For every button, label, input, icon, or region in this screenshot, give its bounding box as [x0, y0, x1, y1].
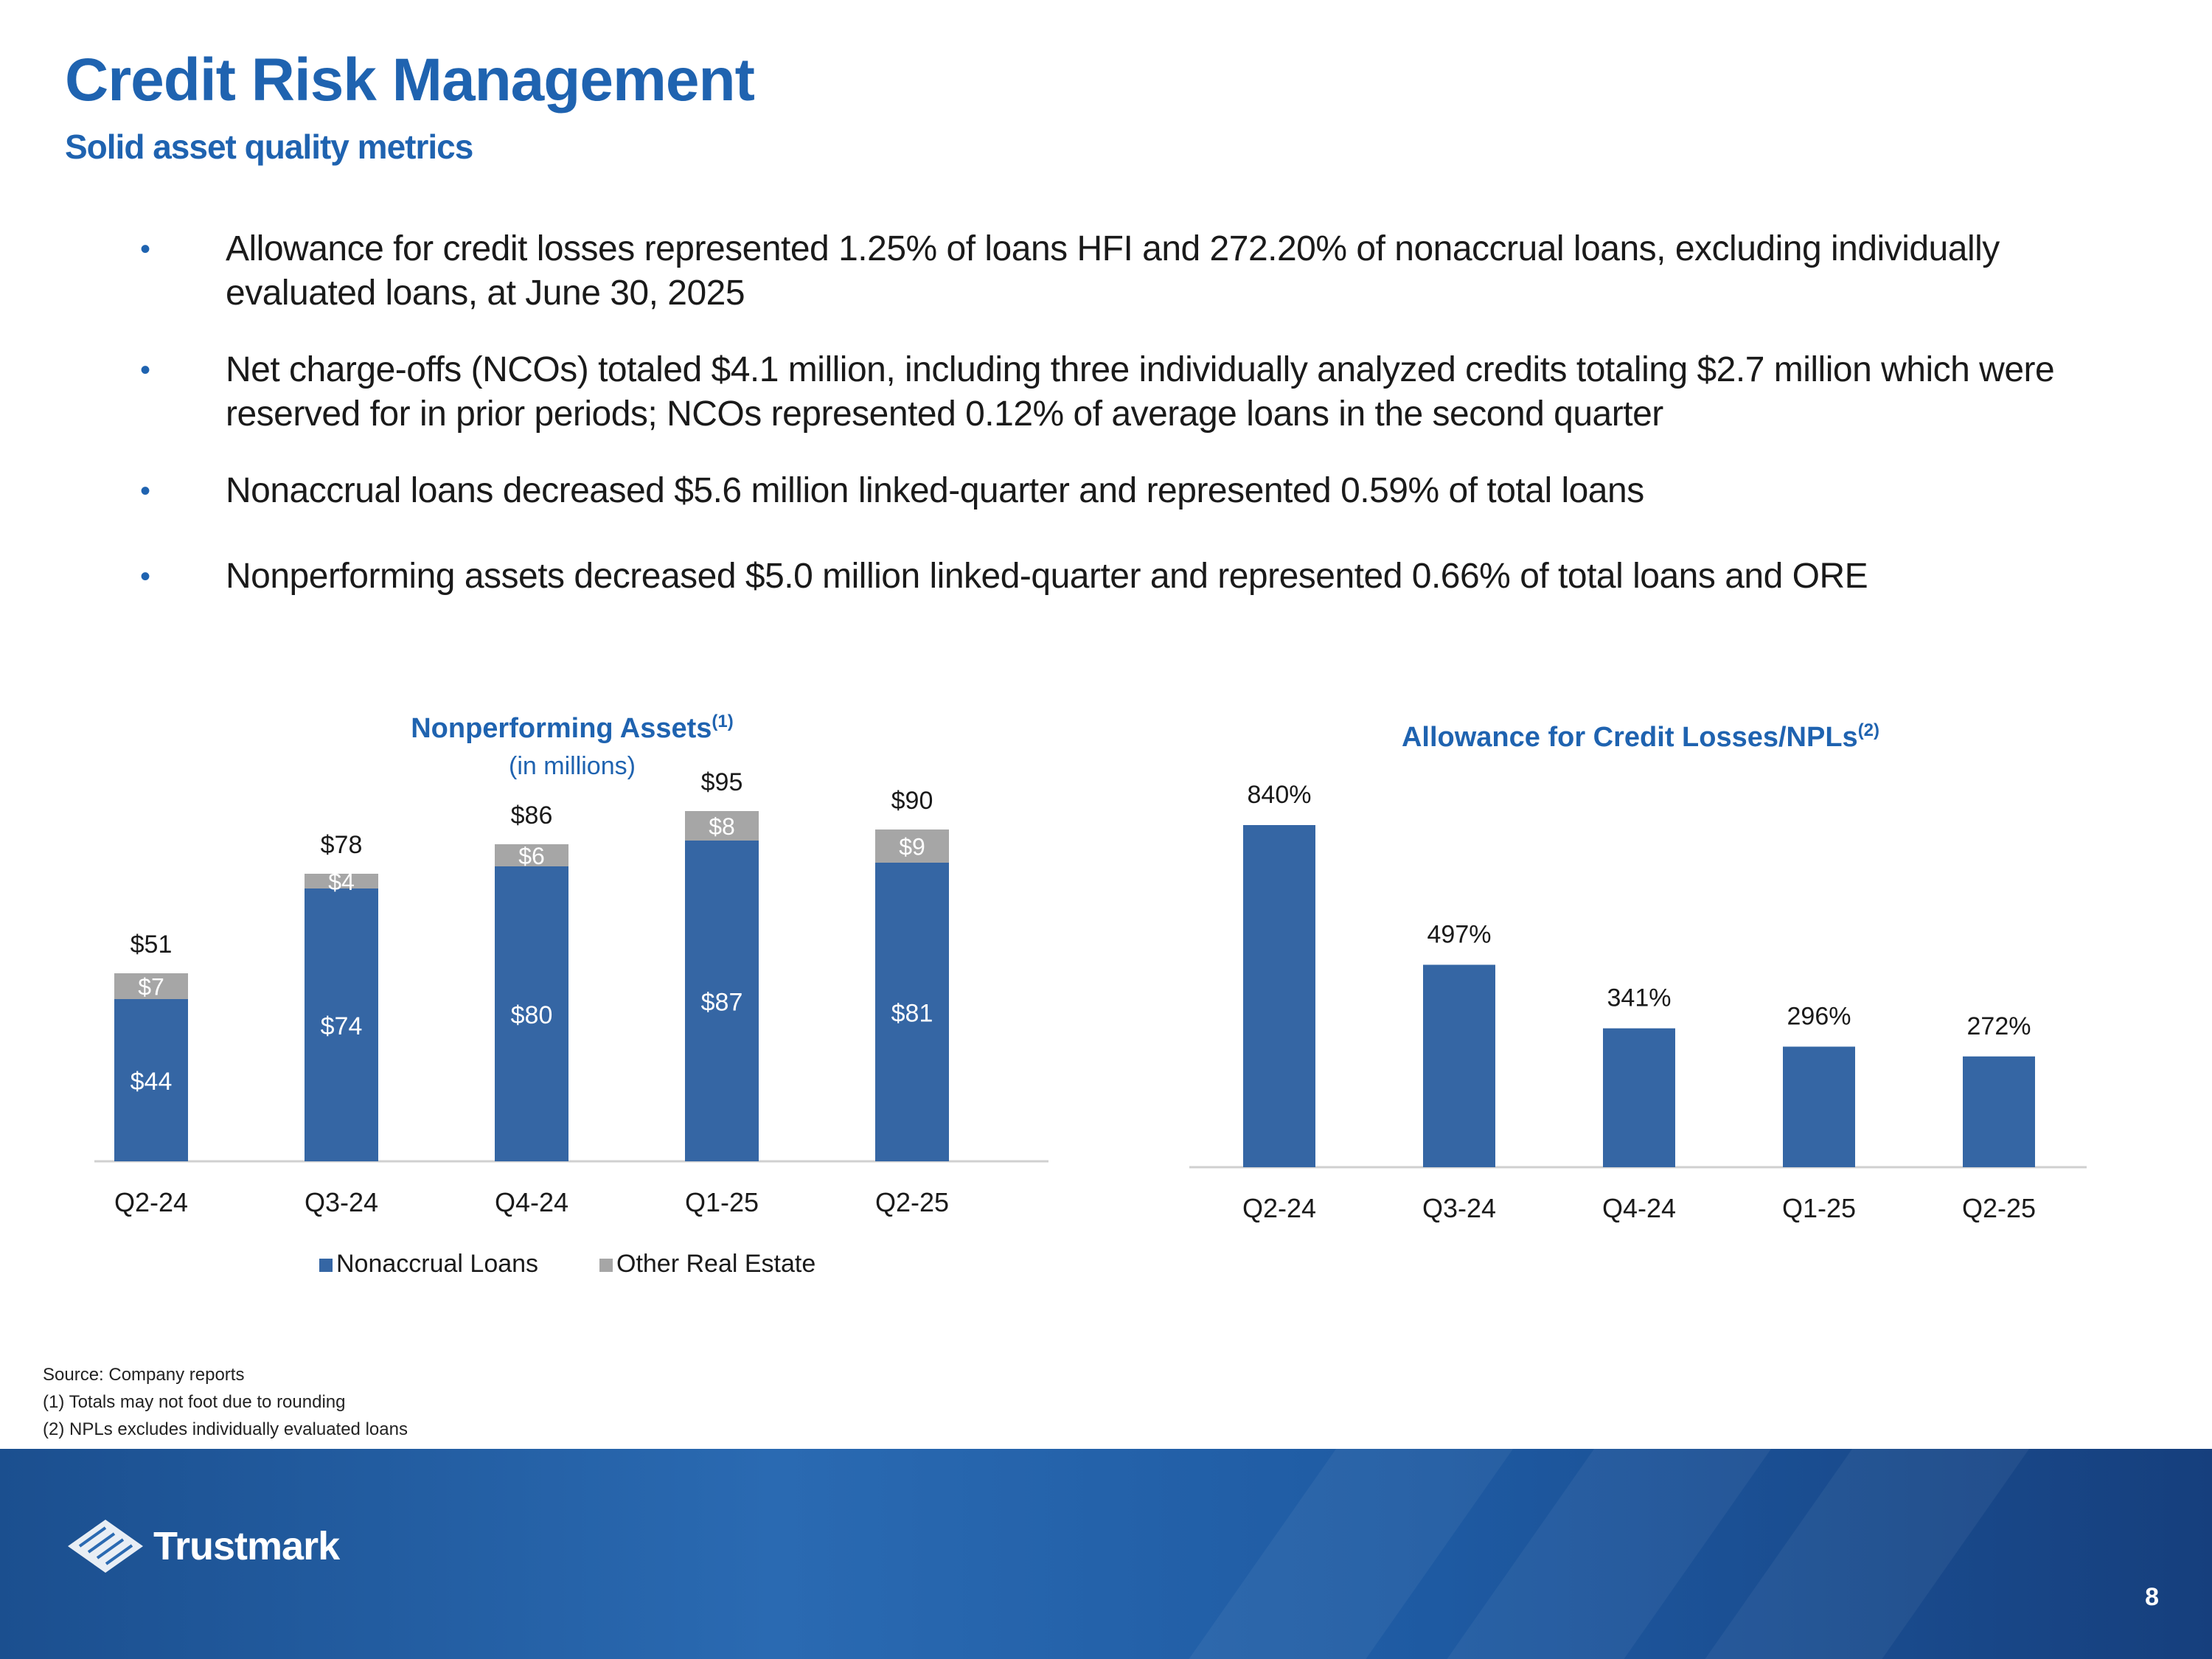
bars-group: $44 $7 $51 Q2-24 $74 $4 $78 Q3-24 $80 $6 $86 Q4-24 $… [114, 768, 949, 1217]
bullet-item: • Allowance for credit losses represented… [140, 227, 2131, 316]
x-tick-label: Q2-25 [1962, 1193, 2036, 1223]
data-label: $80 [511, 1001, 553, 1029]
footer-banner: Trustmark 8 [0, 1449, 2212, 1659]
bullet-text: Allowance for credit losses represented … [226, 229, 2000, 313]
data-label: $9 [899, 834, 925, 860]
chart-legend: Nonaccrual Loans Other Real Estate [319, 1250, 815, 1278]
total-label: $78 [321, 831, 363, 859]
bar-nonaccrual-loans [305, 888, 378, 1161]
footnote-1: (1) Totals may not foot due to rounding [43, 1392, 346, 1412]
bar-allowance [1963, 1056, 2035, 1167]
footnote-source: Source: Company reports [43, 1365, 245, 1385]
bullet-item: • Net charge-offs (NCOs) totaled $4.1 mil… [140, 348, 2131, 437]
page-subtitle: Solid asset quality metrics [65, 128, 473, 166]
bullet-dot-icon: • [140, 475, 150, 507]
x-tick-label: Q4-24 [495, 1187, 568, 1217]
bar-allowance [1783, 1046, 1855, 1167]
bar-other-real-estate [875, 830, 949, 863]
total-label: $95 [701, 768, 743, 796]
x-tick-label: Q1-25 [1782, 1193, 1856, 1223]
data-label: 296% [1787, 1002, 1851, 1030]
x-tick-label: Q2-25 [875, 1187, 949, 1217]
bars-group: 840% Q2-24 497% Q3-24 341% Q4-24 296% Q1-25 272%… [1242, 781, 2036, 1223]
total-label: $51 [131, 931, 173, 959]
page-number: 8 [2145, 1583, 2159, 1611]
chart-title-text: Allowance for Credit Losses/NPLs [1402, 722, 1858, 753]
data-label: $44 [131, 1068, 173, 1096]
page-title: Credit Risk Management [65, 46, 755, 114]
bullet-text: Nonaccrual loans decreased $5.6 million … [226, 471, 1644, 510]
bar-other-real-estate [114, 973, 188, 999]
bullet-text: Net charge-offs (NCOs) totaled $4.1 mill… [226, 350, 2055, 434]
x-tick-label: Q2-24 [114, 1187, 188, 1217]
data-label: $74 [321, 1012, 363, 1040]
bullet-dot-icon: • [140, 354, 150, 386]
data-label: $7 [138, 974, 164, 1001]
data-label: $8 [709, 813, 735, 840]
bar-nonaccrual-loans [495, 866, 568, 1161]
chart-subtitle: (in millions) [509, 752, 636, 780]
allowance-chart: Allowance for Credit Losses/NPLs(2) 840%… [1165, 700, 2146, 1231]
total-label: $86 [511, 801, 553, 830]
bar-other-real-estate [685, 811, 759, 841]
chart-title: Allowance for Credit Losses/NPLs(2) [1402, 720, 1879, 753]
allowance-svg: Allowance for Credit Losses/NPLs(2) 840%… [1189, 720, 2087, 1223]
footnote-2: (2) NPLs excludes individually evaluated… [43, 1419, 408, 1439]
x-tick-label: Q3-24 [305, 1187, 378, 1217]
x-tick-label: Q1-25 [685, 1187, 759, 1217]
bar-nonaccrual-loans [685, 841, 759, 1161]
trustmark-logo: Trustmark [65, 1517, 340, 1576]
legend-label: Nonaccrual Loans [336, 1250, 538, 1278]
chart-title-superscript: (1) [712, 712, 733, 731]
total-label: $90 [891, 787, 933, 815]
nonperforming-assets-chart: Nonperforming Assets(1) (in millions) $4… [74, 700, 1091, 1290]
data-label: $87 [701, 989, 743, 1017]
bullet-list: • Allowance for credit losses represented… [140, 227, 2131, 631]
legend-swatch [599, 1259, 613, 1272]
data-label: $4 [328, 869, 355, 895]
data-label: $6 [518, 843, 545, 869]
data-label: 840% [1248, 781, 1312, 809]
bullet-dot-icon: • [140, 233, 150, 265]
bar-nonaccrual-loans [875, 863, 949, 1161]
nonperforming-assets-svg: Nonperforming Assets(1) (in millions) $4… [94, 712, 1048, 1278]
bar-allowance [1423, 964, 1495, 1167]
chart-title-superscript: (2) [1858, 720, 1879, 740]
x-tick-label: Q3-24 [1422, 1193, 1496, 1223]
bullet-text: Nonperforming assets decreased $5.0 mill… [226, 557, 1868, 596]
bar-other-real-estate [495, 844, 568, 866]
data-label: 272% [1967, 1012, 2031, 1040]
x-tick-label: Q4-24 [1602, 1193, 1676, 1223]
trustmark-mark-icon [68, 1520, 143, 1573]
bullet-dot-icon: • [140, 560, 150, 593]
bar-other-real-estate [305, 874, 378, 888]
legend-label: Other Real Estate [616, 1250, 815, 1278]
footnotes: Source: Company reports (1) Totals may n… [43, 1361, 408, 1443]
data-label: $81 [891, 1000, 933, 1028]
logo-text: Trustmark [153, 1524, 340, 1568]
data-label: 497% [1427, 920, 1492, 948]
chart-title: Nonperforming Assets(1) [411, 712, 734, 744]
bar-allowance [1603, 1028, 1675, 1167]
data-label: 341% [1607, 984, 1672, 1012]
bar-allowance [1243, 825, 1315, 1167]
legend-swatch [319, 1259, 333, 1272]
bar-nonaccrual-loans [114, 999, 188, 1161]
chart-title-text: Nonperforming Assets [411, 713, 712, 744]
x-tick-label: Q2-24 [1242, 1193, 1316, 1223]
bullet-item: • Nonperforming assets decreased $5.0 mil… [140, 554, 2131, 599]
bullet-item: • Nonaccrual loans decreased $5.6 million… [140, 469, 2131, 513]
